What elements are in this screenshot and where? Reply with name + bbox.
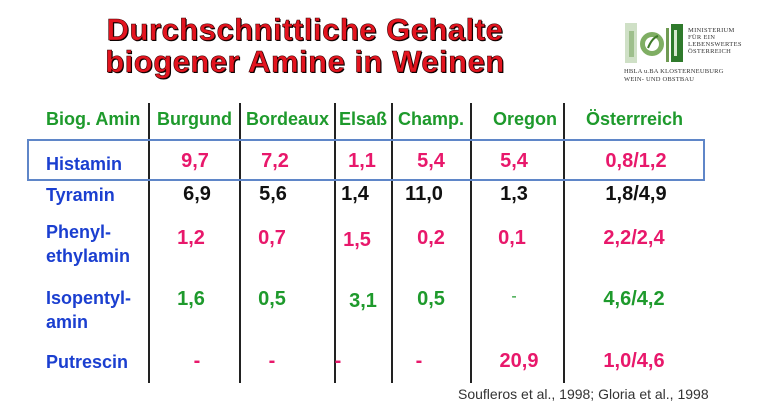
- table-cell: 1,5: [343, 229, 371, 251]
- table-cell: 7,2: [261, 150, 289, 172]
- header-corner: Biog. Amin: [46, 109, 141, 129]
- table-cell: 1,2: [177, 227, 205, 249]
- table-cell: 0,5: [258, 288, 286, 310]
- source-citation: Soufleros et al., 1998; Gloria et al., 1…: [458, 386, 709, 402]
- row-label-line: ethylamin: [46, 246, 131, 266]
- header-elsass: Elsaß: [339, 109, 388, 129]
- ministry-line: ÖSTERREICH: [688, 48, 732, 55]
- highlight-box: [27, 139, 705, 181]
- table-cell: 1,8/4,9: [605, 183, 667, 205]
- ministry-logo: MINISTERIUM FÜR EIN LEBENSWERTES ÖSTERRE…: [622, 22, 766, 84]
- row-label-tyramin: Tyramin: [46, 185, 115, 205]
- table-cell: 1,4: [341, 183, 369, 205]
- table-cell: 0,5: [417, 288, 445, 310]
- table-cell: -: [334, 350, 342, 372]
- column-divider: [391, 103, 393, 383]
- table-cell: -: [511, 288, 517, 305]
- column-divider: [239, 103, 241, 383]
- column-divider: [334, 103, 336, 383]
- school-name: HBLA u.BA KLOSTERNEUBURG WEIN- UND OBSTB…: [624, 68, 724, 83]
- table-cell: 3,1: [349, 290, 377, 312]
- table-cell: 5,4: [500, 150, 528, 172]
- table-cell: 1,0/4,6: [603, 350, 665, 372]
- table-cell: -: [415, 350, 423, 372]
- school-line: HBLA u.BA KLOSTERNEUBURG: [624, 68, 724, 75]
- slide-title-line-1: Durchschnittliche Gehalte: [106, 12, 504, 47]
- table-cell: 20,9: [499, 350, 539, 372]
- ministry-line: MINISTERIUM: [688, 27, 735, 34]
- ministry-line: LEBENSWERTES: [688, 41, 742, 48]
- grape-leaf-logo-icon: [625, 23, 683, 63]
- header-bordeaux: Bordeaux: [246, 109, 330, 129]
- slide-title-line-2: biogener Amine in Weinen: [105, 44, 505, 79]
- table-cell: 0,1: [498, 227, 526, 249]
- school-line: WEIN- UND OBSTBAU: [624, 75, 695, 83]
- table-cell: 1,1: [348, 150, 376, 172]
- row-label-putrescin: Putrescin: [46, 352, 129, 372]
- table-cell: 9,7: [181, 150, 209, 172]
- column-divider: [148, 103, 150, 383]
- table-cell: 11,0: [405, 183, 443, 205]
- table-cell: 1,6: [177, 288, 205, 310]
- ministry-line: FÜR EIN: [688, 34, 716, 41]
- table-cell: -: [268, 350, 276, 372]
- column-divider: [470, 103, 472, 383]
- header-oregon: Oregon: [493, 109, 558, 129]
- table-cell: 0,8/1,2: [605, 150, 667, 172]
- table-cell: 5,4: [417, 150, 445, 172]
- table-cell: 1,3: [500, 183, 528, 205]
- table-cell: 6,9: [183, 183, 211, 205]
- header-champ: Champ.: [398, 109, 465, 129]
- table-cell: 0,7: [258, 227, 286, 249]
- table-cell: 0,2: [417, 227, 445, 249]
- ministry-name: MINISTERIUM FÜR EIN LEBENSWERTES ÖSTERRE…: [688, 27, 742, 55]
- row-label-isopentylamin: Isopentyl- amin: [46, 286, 131, 334]
- row-label-line: Phenyl-: [46, 222, 112, 242]
- table-cell: -: [193, 350, 201, 372]
- header-burgund: Burgund: [157, 109, 232, 129]
- table-cell: 2,2/2,4: [603, 227, 665, 249]
- column-divider: [563, 103, 565, 383]
- header-oesterreich: Österrreich: [586, 109, 684, 129]
- row-label-line: amin: [46, 312, 89, 332]
- row-label-phenylethylamin: Phenyl- ethylamin: [46, 220, 130, 268]
- table-cell: 4,6/4,2: [603, 288, 665, 310]
- row-label-line: Isopentyl-: [46, 288, 132, 308]
- row-label-histamin: Histamin: [46, 154, 123, 174]
- table-cell: 5,6: [259, 183, 287, 205]
